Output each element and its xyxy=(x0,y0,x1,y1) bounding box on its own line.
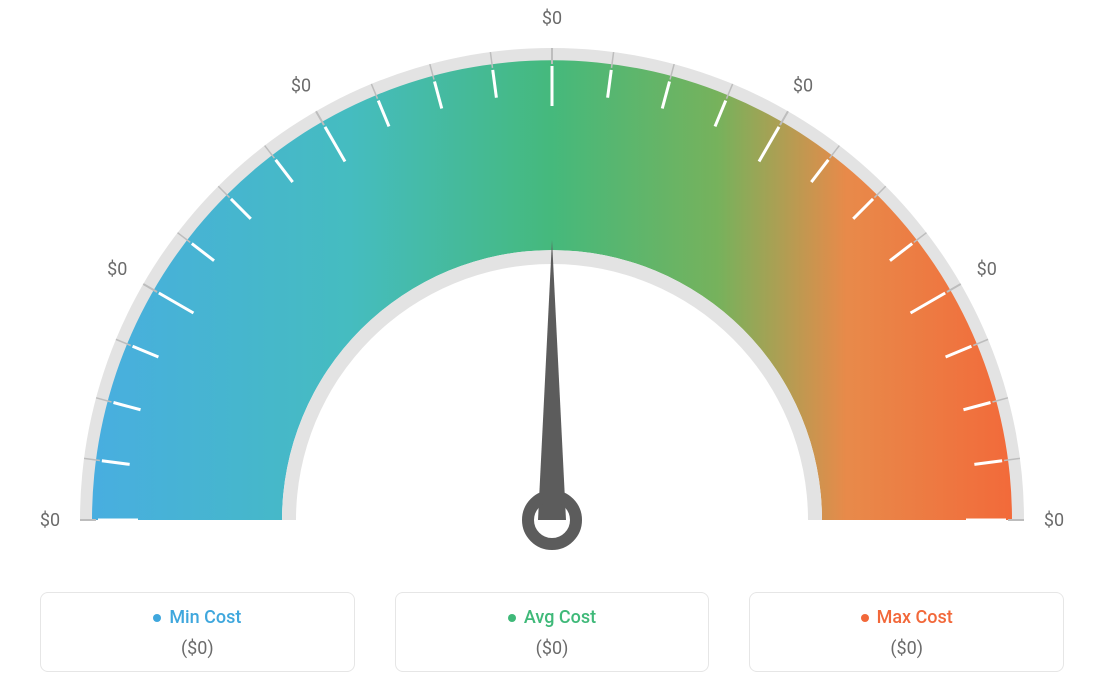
legend-row: Min Cost ($0) Avg Cost ($0) Max Cost ($0… xyxy=(0,592,1104,673)
legend-label-max: Max Cost xyxy=(861,607,953,628)
svg-text:$0: $0 xyxy=(542,8,562,29)
dot-icon xyxy=(153,614,161,622)
legend-value-avg: ($0) xyxy=(406,638,699,659)
legend-label-avg: Avg Cost xyxy=(508,607,596,628)
legend-card-min: Min Cost ($0) xyxy=(40,592,355,673)
legend-card-avg: Avg Cost ($0) xyxy=(395,592,710,673)
svg-text:$0: $0 xyxy=(107,259,127,280)
gauge-chart-container: $0 $0 $0 $0 $0 $0 $0 Min Cost ($0) Avg Cost ($… xyxy=(0,0,1104,690)
dot-icon xyxy=(508,614,516,622)
svg-text:$0: $0 xyxy=(977,259,997,280)
legend-value-min: ($0) xyxy=(51,638,344,659)
legend-label-min: Min Cost xyxy=(153,607,241,628)
legend-label-text: Max Cost xyxy=(877,607,953,628)
gauge-svg: $0 $0 $0 $0 $0 $0 $0 xyxy=(0,0,1104,560)
legend-card-max: Max Cost ($0) xyxy=(749,592,1064,673)
dot-icon xyxy=(861,614,869,622)
svg-text:$0: $0 xyxy=(1044,510,1064,531)
legend-label-text: Min Cost xyxy=(169,607,241,628)
svg-text:$0: $0 xyxy=(793,75,813,96)
svg-text:$0: $0 xyxy=(40,510,60,531)
gauge-area: $0 $0 $0 $0 $0 $0 $0 xyxy=(0,0,1104,560)
legend-value-max: ($0) xyxy=(760,638,1053,659)
svg-text:$0: $0 xyxy=(291,75,311,96)
legend-label-text: Avg Cost xyxy=(524,607,596,628)
